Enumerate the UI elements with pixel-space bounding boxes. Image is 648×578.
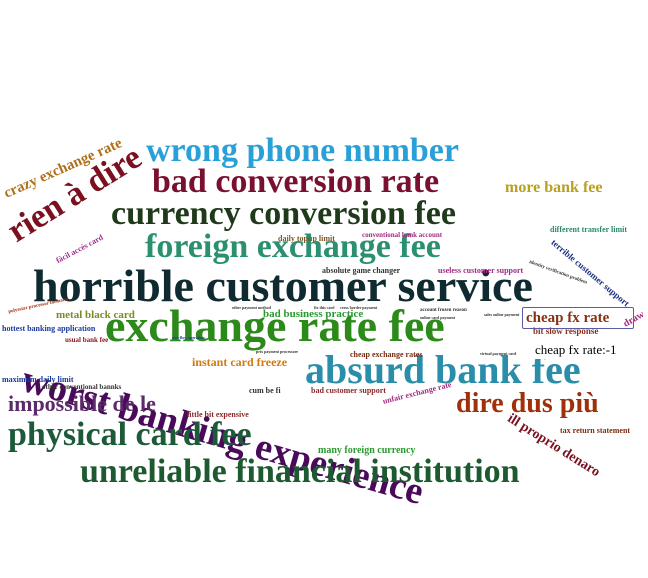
cloud-word[interactable]: prix payment processore xyxy=(256,349,299,354)
cloud-word[interactable]: cheap exchange rates xyxy=(350,350,423,359)
cloud-word[interactable]: hottest banking application xyxy=(2,324,96,333)
cloud-word[interactable]: exchange rate fee xyxy=(105,300,445,351)
cloud-word[interactable]: impossible de le xyxy=(8,391,156,416)
cloud-word[interactable]: bad customer support xyxy=(311,386,386,395)
cloud-word[interactable]: tax return statement xyxy=(560,426,631,435)
cloud-word[interactable]: draw xyxy=(621,309,647,330)
cloud-word[interactable]: fix this card xyxy=(314,305,335,310)
cloud-word[interactable]: bit slow response xyxy=(533,326,599,336)
cloud-word[interactable]: bad business practice xyxy=(263,308,364,320)
cloud-word[interactable]: cheap fx rate xyxy=(526,310,610,326)
cloud-word[interactable]: physical card fee xyxy=(8,416,252,453)
cloud-word[interactable]: other payment method xyxy=(232,305,271,310)
cloud-word[interactable]: bad conversion rate xyxy=(152,163,440,200)
cloud-word[interactable]: different transfer limit xyxy=(550,225,628,234)
cloud-word[interactable]: unreliable financial institution xyxy=(80,453,520,490)
cloud-word[interactable]: other conventional bannks xyxy=(42,383,122,391)
cloud-word[interactable]: virtual payment card xyxy=(480,351,517,356)
cloud-word[interactable]: currency conversion fee xyxy=(111,195,456,232)
cloud-word[interactable]: conventional bank account xyxy=(362,231,443,239)
cloud-word[interactable]: online card payment xyxy=(420,315,456,320)
cloud-word[interactable]: non-flow operation xyxy=(172,335,205,340)
cloud-word[interactable]: dire dus più xyxy=(456,388,599,419)
cloud-word[interactable]: more bank fee xyxy=(505,179,603,196)
cloud-word[interactable]: useless customer support xyxy=(438,266,524,275)
cloud-word[interactable]: account frozen reason xyxy=(420,308,467,313)
cloud-word[interactable]: wrong phone number xyxy=(146,132,459,169)
cloud-word[interactable]: daily topup limit xyxy=(278,234,335,243)
cloud-word[interactable]: many foreign currency xyxy=(318,445,416,456)
cloud-word[interactable]: horrible customer service xyxy=(33,260,533,311)
tooltip: cheap fx rate:-1 xyxy=(532,341,620,359)
cloud-word[interactable]: cum be fi xyxy=(249,386,281,395)
cloud-word[interactable]: metal black card xyxy=(56,309,135,321)
cloud-word[interactable]: absolute game changer xyxy=(322,266,401,275)
cloud-word[interactable]: instant card freeze xyxy=(192,355,288,369)
cloud-word[interactable]: foreign exchange fee xyxy=(145,228,441,265)
cloud-word[interactable]: little bit expensive xyxy=(187,410,249,419)
cloud-word[interactable]: usual bank fee xyxy=(65,336,109,344)
cloud-word[interactable]: maximum daily limit xyxy=(2,375,74,384)
cloud-word[interactable]: sales online payment xyxy=(484,312,520,317)
cloud-word[interactable]: cross border payment xyxy=(340,305,378,310)
